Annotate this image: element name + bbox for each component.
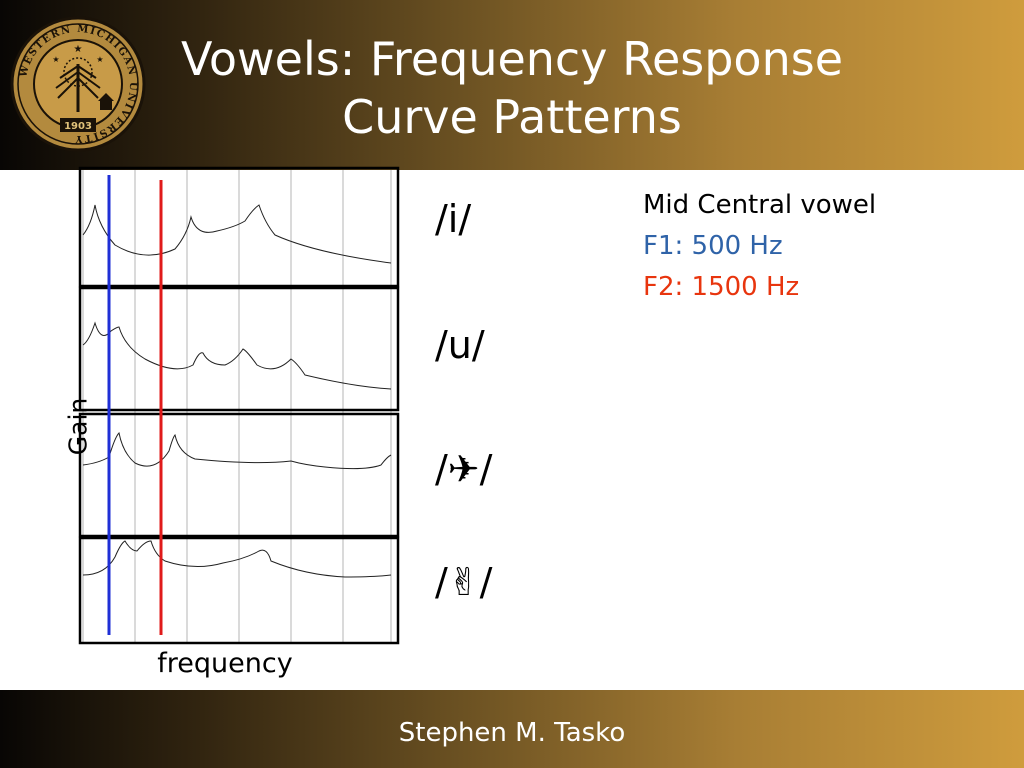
response-curve: [82, 204, 392, 264]
response-curve: [82, 321, 392, 390]
vowel-label-schwa: /✈/: [435, 447, 493, 491]
svg-text:1903: 1903: [64, 121, 92, 132]
info-f2: F2: 1500 Hz: [643, 272, 800, 302]
svg-text:★: ★: [52, 55, 59, 64]
info-title: Mid Central vowel: [643, 190, 877, 220]
panel-frames: [78, 166, 400, 645]
panel-frame: [78, 286, 400, 412]
y-axis-label: Gain: [63, 397, 93, 456]
footer-author: Stephen M. Tasko: [398, 718, 626, 748]
svg-text:★: ★: [74, 44, 83, 55]
panel-frame: [78, 166, 400, 288]
university-seal-logo: WESTERN MICHIGAN UNIVERSITY ★ ★ ★ 1903: [10, 16, 146, 152]
svg-text:★: ★: [96, 55, 103, 64]
vowel-label-i: /i/: [435, 197, 472, 241]
panel-frame: [78, 412, 400, 538]
slide-title: Vowels: Frequency Response Curve Pattern…: [150, 30, 874, 146]
title-line-1: Vowels: Frequency Response: [180, 32, 843, 86]
response-curves: [82, 204, 392, 578]
info-f1: F1: 500 Hz: [643, 231, 783, 261]
response-curve: [82, 540, 392, 578]
title-line-2: Curve Patterns: [342, 90, 682, 144]
vowel-info-block: Mid Central vowel F1: 500 Hz F2: 1500 Hz: [643, 185, 876, 308]
vowel-label-a: /✌/: [435, 560, 493, 604]
grid-lines: [82, 170, 392, 643]
response-curve: [82, 431, 392, 470]
x-axis-label: frequency: [157, 648, 293, 679]
frequency-response-figure: [78, 166, 400, 645]
title-banner: [0, 0, 1024, 170]
panel-frame: [78, 536, 400, 645]
vowel-label-u: /u/: [435, 323, 485, 367]
footer-banner: [0, 690, 1024, 768]
